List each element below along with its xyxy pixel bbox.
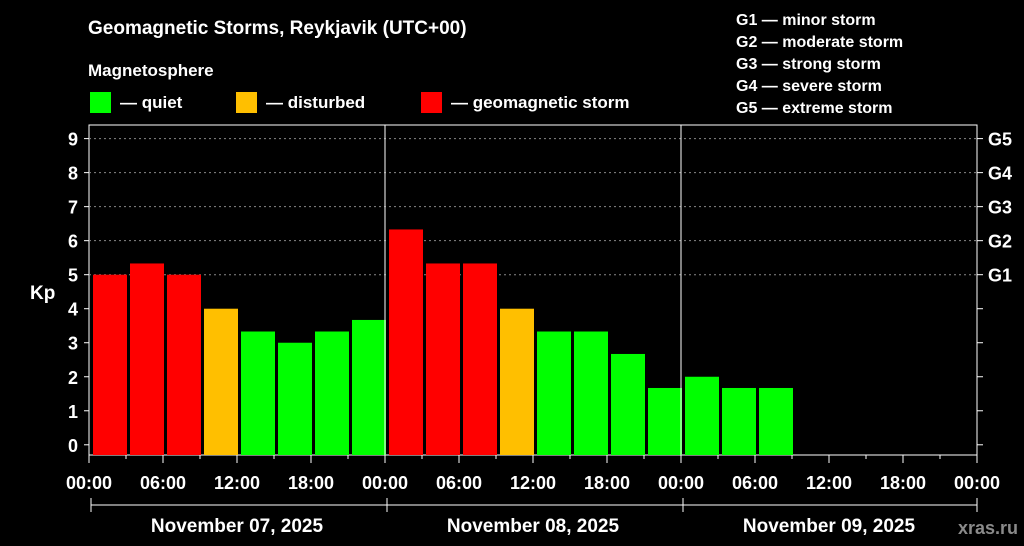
scale-g1: G1 — minor storm bbox=[736, 12, 876, 29]
x-tick-label: 12:00 bbox=[214, 473, 260, 493]
y-tick-label: 0 bbox=[68, 436, 78, 456]
x-tick-label: 18:00 bbox=[584, 473, 630, 493]
legend-quiet-swatch bbox=[90, 92, 111, 113]
kp-bar bbox=[648, 387, 682, 455]
kp-bar bbox=[426, 263, 460, 455]
watermark: xras.ru bbox=[958, 518, 1018, 538]
storm-level-label: G5 bbox=[988, 130, 1012, 150]
y-axis-label: Kp bbox=[30, 283, 55, 304]
storm-level-ticks: G1 G2 G3 G4 G5 bbox=[977, 130, 1012, 446]
scale-g5: G5 — extreme storm bbox=[736, 100, 893, 117]
y-tick-label: 8 bbox=[68, 164, 78, 184]
kp-bar bbox=[611, 353, 645, 455]
legend-quiet: — quiet bbox=[90, 92, 183, 113]
y-tick-label: 1 bbox=[68, 402, 78, 422]
x-tick-label: 06:00 bbox=[732, 473, 778, 493]
chart-title: Geomagnetic Storms, Reykjavik (UTC+00) bbox=[88, 18, 467, 39]
kp-bar bbox=[759, 387, 793, 455]
legend-quiet-label: — quiet bbox=[120, 93, 183, 112]
day-labels: November 07, 2025 November 08, 2025 Novemb… bbox=[90, 498, 978, 537]
x-axis-ticks: 00:00 06:00 12:00 18:00 00:00 06:00 12:00 18:00… bbox=[66, 455, 1000, 493]
x-tick-label: 18:00 bbox=[880, 473, 926, 493]
y-tick-label: 9 bbox=[68, 130, 78, 150]
scale-g4: G4 — severe storm bbox=[736, 78, 882, 95]
bars-layer bbox=[93, 229, 793, 455]
storm-scale-legend: G1 — minor storm G2 — moderate storm G3 … bbox=[736, 12, 903, 117]
y-tick-label: 2 bbox=[68, 368, 78, 388]
y-tick-label: 6 bbox=[68, 232, 78, 252]
storm-level-label: G3 bbox=[988, 198, 1012, 218]
x-tick-label: 18:00 bbox=[288, 473, 334, 493]
legend-storm-swatch bbox=[421, 92, 442, 113]
kp-bar bbox=[685, 376, 719, 455]
y-axis-ticks: 0 1 2 3 4 5 6 7 8 9 bbox=[68, 130, 89, 456]
x-tick-label: 00:00 bbox=[66, 473, 112, 493]
legend-title: Magnetosphere bbox=[88, 61, 214, 80]
storm-level-label: G1 bbox=[988, 266, 1012, 286]
day-label: November 09, 2025 bbox=[743, 516, 916, 537]
kp-bar bbox=[315, 331, 349, 455]
storm-level-label: G2 bbox=[988, 232, 1012, 252]
day-separators bbox=[384, 125, 682, 455]
kp-bar bbox=[204, 308, 238, 455]
y-tick-label: 7 bbox=[68, 198, 78, 218]
kp-bar bbox=[537, 331, 571, 455]
legend-disturbed-label: — disturbed bbox=[266, 93, 365, 112]
kp-bar bbox=[167, 274, 201, 455]
x-tick-label: 12:00 bbox=[510, 473, 556, 493]
scale-g2: G2 — moderate storm bbox=[736, 34, 903, 51]
grid-layer bbox=[89, 138, 977, 276]
legend-disturbed: — disturbed bbox=[236, 92, 365, 113]
legend-storm: — geomagnetic storm bbox=[421, 92, 630, 113]
kp-bar bbox=[389, 229, 423, 455]
x-tick-label: 00:00 bbox=[362, 473, 408, 493]
x-tick-label: 06:00 bbox=[140, 473, 186, 493]
kp-bar bbox=[500, 308, 534, 455]
kp-bar bbox=[463, 263, 497, 455]
x-tick-label: 00:00 bbox=[658, 473, 704, 493]
y-tick-label: 5 bbox=[68, 266, 78, 286]
kp-bar bbox=[241, 331, 275, 455]
x-tick-label: 00:00 bbox=[954, 473, 1000, 493]
day-label: November 07, 2025 bbox=[151, 516, 324, 537]
storm-level-label: G4 bbox=[988, 164, 1012, 184]
scale-g3: G3 — strong storm bbox=[736, 56, 881, 73]
legend-disturbed-swatch bbox=[236, 92, 257, 113]
y-tick-label: 4 bbox=[68, 300, 78, 320]
kp-bar bbox=[278, 342, 312, 455]
x-tick-label: 06:00 bbox=[436, 473, 482, 493]
kp-bar bbox=[93, 274, 127, 455]
x-tick-label: 12:00 bbox=[806, 473, 852, 493]
legend-storm-label: — geomagnetic storm bbox=[451, 93, 630, 112]
kp-bar bbox=[574, 331, 608, 455]
kp-bar bbox=[722, 387, 756, 455]
y-tick-label: 3 bbox=[68, 334, 78, 354]
kp-bar bbox=[352, 319, 386, 455]
day-label: November 08, 2025 bbox=[447, 516, 620, 537]
kp-bar bbox=[130, 263, 164, 455]
